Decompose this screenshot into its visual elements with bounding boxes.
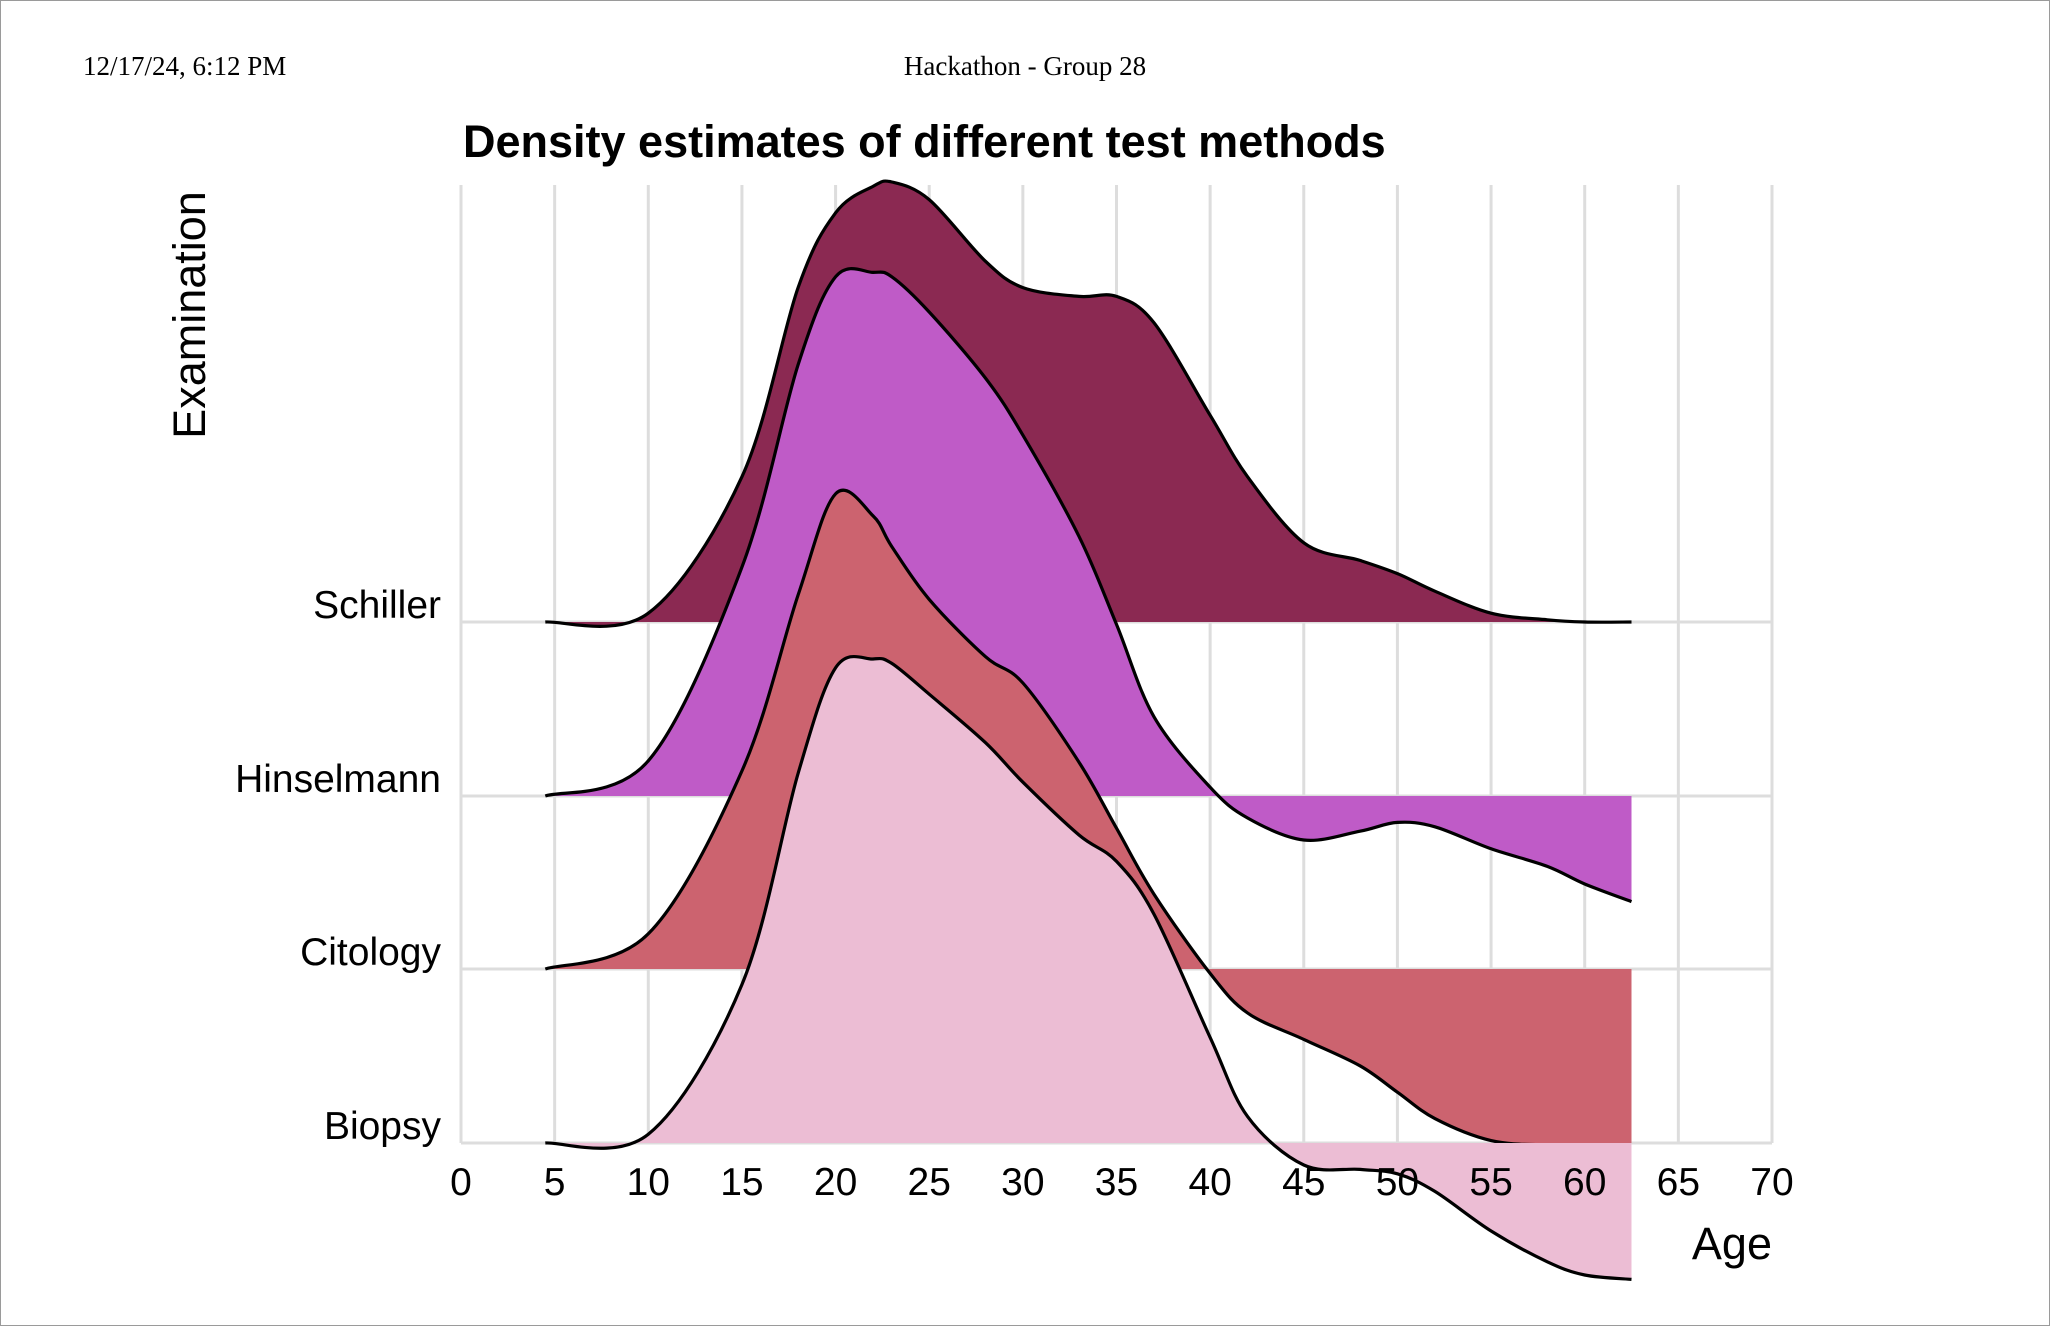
x-axis-label: Age	[1692, 1218, 1772, 1269]
x-tick-labels: 0 5 10 15 20 25 30 35 40 45 50 55 60 65 70	[450, 1161, 1794, 1204]
ridge-outline-citology	[544, 488, 1632, 1147]
x-tick-label: 50	[1376, 1161, 1419, 1204]
x-tick-label: 40	[1188, 1161, 1231, 1204]
ridge-outline-schiller	[545, 179, 1632, 628]
chart-title: Density estimates of different test meth…	[463, 116, 1386, 167]
category-label-biopsy: Biopsy	[324, 1105, 442, 1148]
x-tick-label: 55	[1469, 1161, 1512, 1204]
x-tick-label: 35	[1095, 1161, 1138, 1204]
x-tick-label: 20	[814, 1161, 857, 1204]
x-tick-label: 0	[450, 1161, 472, 1204]
x-tick-label: 30	[1001, 1161, 1044, 1204]
ridge-outline-biopsy	[545, 654, 1632, 1281]
x-tick-label: 5	[544, 1161, 566, 1204]
x-tick-label: 60	[1563, 1161, 1606, 1204]
x-tick-label: 10	[627, 1161, 670, 1204]
category-labels: Schiller Hinselmann Citology Biopsy	[235, 584, 441, 1148]
x-tick-label: 45	[1282, 1161, 1325, 1204]
ridge-outline-hinselmann	[544, 267, 1633, 904]
ridge-fill-biopsy	[545, 656, 1632, 1280]
category-label-hinselmann: Hinselmann	[235, 758, 441, 801]
y-axis-label: Examination	[164, 191, 215, 439]
x-tick-label: 15	[720, 1161, 763, 1204]
print-header-title: Hackathon - Group 28	[903, 51, 1147, 81]
category-label-citology: Citology	[300, 931, 441, 974]
print-datetime: 12/17/24, 6:12 PM	[83, 51, 287, 81]
category-label-schiller: Schiller	[313, 584, 441, 627]
ridge-fill-citology	[545, 490, 1632, 1146]
x-tick-label: 70	[1750, 1161, 1793, 1204]
x-tick-label: 25	[908, 1161, 951, 1204]
ridges	[544, 179, 1633, 1281]
x-tick-label: 65	[1657, 1161, 1700, 1204]
